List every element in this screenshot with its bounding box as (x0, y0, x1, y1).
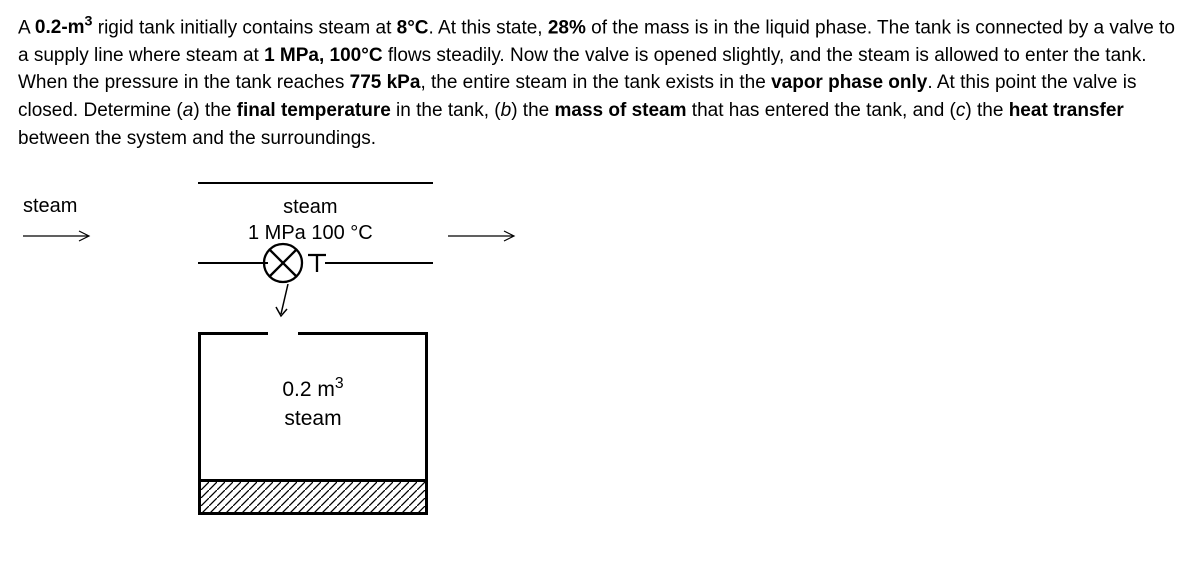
question-2: mass of steam (555, 100, 687, 121)
tank-liquid-region (198, 479, 428, 515)
tank-opening (268, 332, 298, 335)
vapor-phase: vapor phase only (771, 72, 927, 93)
text: , the entire steam in the tank exists in… (420, 72, 771, 93)
text: . At this state, (429, 17, 548, 38)
part-b: b (501, 100, 512, 121)
steam-inlet-label: steam (23, 192, 77, 221)
final-pressure: 775 kPa (350, 72, 421, 93)
question-1: final temperature (237, 100, 391, 121)
text: ) the (511, 100, 554, 121)
question-3: heat transfer (1009, 100, 1124, 121)
flow-arrow-left-icon (23, 224, 98, 252)
initial-temp: 8°C (397, 17, 429, 38)
down-arrow-icon (275, 284, 293, 333)
text: ) the (193, 100, 236, 121)
text: ) the (965, 100, 1008, 121)
text: rigid tank initially contains steam at (92, 17, 396, 38)
pipe-line (325, 262, 433, 264)
hatch-pattern-icon (201, 482, 425, 512)
diagram: steam steam 1 MPa 100 °C (103, 182, 503, 512)
valve-handle-icon (308, 252, 330, 283)
part-a: a (183, 100, 194, 121)
supply-conditions: 1 MPa, 100°C (264, 45, 383, 66)
valve-section (103, 262, 503, 332)
tank: 0.2 m3 steam (198, 332, 428, 512)
text: in the tank, ( (391, 100, 501, 121)
part-c: c (956, 100, 966, 121)
text: that has entered the tank, and ( (687, 100, 956, 121)
text: A (18, 17, 35, 38)
pipe-line (198, 182, 433, 184)
liquid-pct: 28% (548, 17, 586, 38)
volume-value: 0.2-m3 (35, 17, 93, 38)
tank-label: 0.2 m3 steam (201, 373, 425, 434)
problem-statement: A 0.2-m3 rigid tank initially contains s… (18, 12, 1182, 152)
flow-arrow-right-icon (448, 224, 523, 252)
text: between the system and the surroundings. (18, 128, 376, 149)
